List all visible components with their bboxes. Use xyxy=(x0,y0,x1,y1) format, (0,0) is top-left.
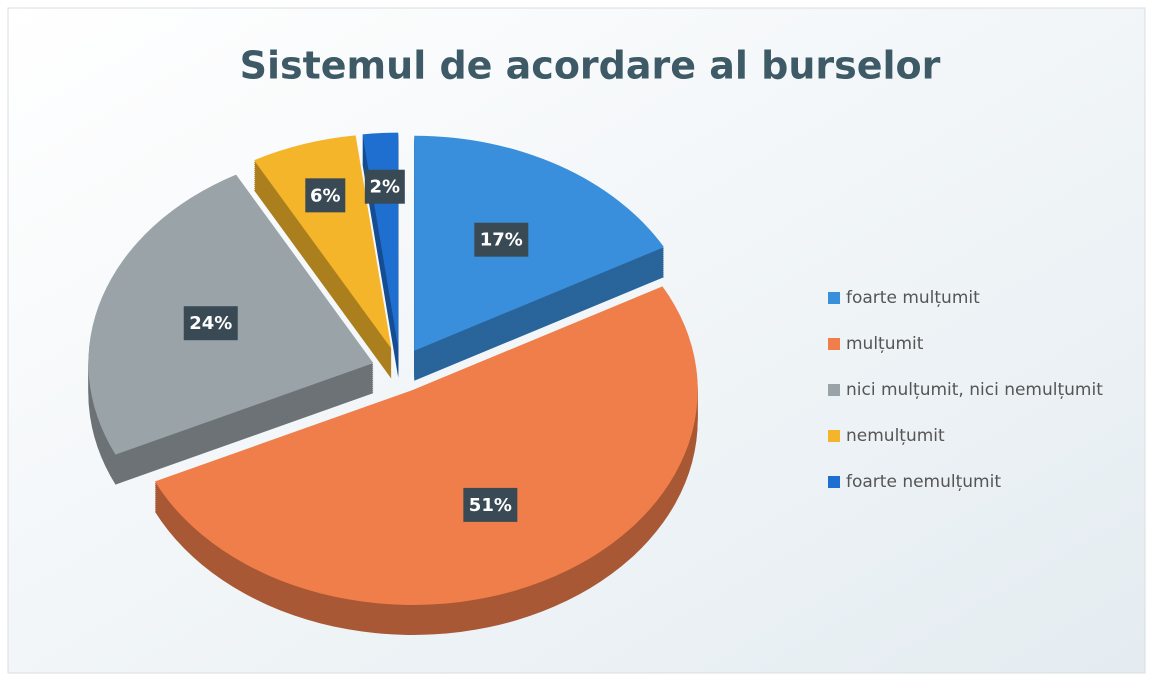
slice xyxy=(254,135,392,349)
legend-label: nemulțumit xyxy=(846,426,945,446)
legend-swatch xyxy=(828,430,840,442)
legend-swatch xyxy=(828,384,840,396)
data-label: 2% xyxy=(370,177,401,198)
legend-label: foarte nemulțumit xyxy=(846,472,1001,492)
slice xyxy=(414,135,665,351)
data-label-box xyxy=(474,222,529,257)
legend-swatch xyxy=(828,476,840,488)
chart-title: Sistemul de acordare al burselor xyxy=(240,44,941,88)
data-label-box xyxy=(183,306,238,341)
legend-swatch xyxy=(828,338,840,350)
slice xyxy=(154,286,698,605)
pie: 17% 51% 24% 6% 2% xyxy=(88,132,698,635)
data-label-box xyxy=(463,487,518,522)
data-label: 6% xyxy=(310,185,341,206)
data-label-box xyxy=(364,169,405,204)
legend: foarte mulțumit mulțumit nici mulțumit, ni… xyxy=(828,288,1103,492)
legend-label: mulțumit xyxy=(846,334,924,354)
legend-label: foarte mulțumit xyxy=(846,288,980,308)
legend-label: nici mulțumit, nici nemulțumit xyxy=(846,380,1103,400)
data-label-box xyxy=(305,178,346,213)
data-label: 24% xyxy=(189,313,232,334)
data-label: 17% xyxy=(480,230,523,251)
legend-swatch xyxy=(828,292,840,304)
data-label: 51% xyxy=(469,495,512,516)
